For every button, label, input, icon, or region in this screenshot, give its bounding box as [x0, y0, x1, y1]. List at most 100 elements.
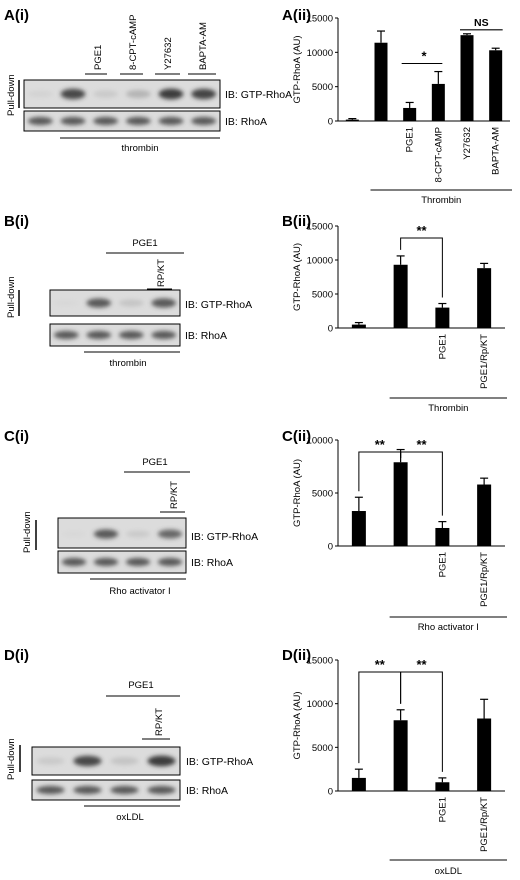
y-axis-label: GTP-RhoA (AU): [292, 691, 303, 759]
y-tick-label: 5000: [312, 743, 333, 754]
category-label: PGE1/Rp/KT: [479, 797, 490, 852]
bands-b-top: [53, 298, 177, 308]
group-label: Thrombin: [428, 403, 468, 414]
blot-band: [60, 116, 86, 126]
panel-b-chart-label: B(ii): [282, 213, 311, 230]
y-tick-label: 15000: [307, 656, 333, 667]
panel-a-chart-label: A(ii): [282, 7, 311, 24]
bar: [393, 462, 408, 546]
blot-band: [110, 757, 139, 765]
blot-band: [61, 531, 87, 537]
ib-gtp-rhoa-d: IB: GTP-RhoA: [186, 756, 253, 768]
significance-bracket: [400, 237, 443, 298]
panel-d-blot-label: D(i): [4, 647, 29, 664]
blot-band: [157, 529, 183, 539]
bar: [435, 527, 450, 546]
blot-band: [147, 785, 176, 795]
panel-b-blot: B(i) PGE1 RP/KT Pull-down IB: GTP-RhoA I…: [4, 213, 252, 369]
lane-header-8cpt: 8-CPT-cAMP: [128, 15, 139, 70]
lane-header-rpkt-d: RP/KT: [154, 708, 165, 736]
group-header-pge1-b: PGE1: [132, 238, 157, 249]
significance-bracket: [400, 451, 443, 516]
panel-a-blot-label: A(i): [4, 7, 29, 24]
blot-strip-rhoa-d: [31, 779, 181, 801]
group-label: Thrombin: [421, 195, 461, 206]
bands-c-bottom: [61, 557, 183, 567]
ib-gtp-rhoa-c: IB: GTP-RhoA: [191, 531, 258, 543]
bar: [351, 777, 366, 791]
ib-rhoa-a: IB: RhoA: [225, 116, 267, 128]
pulldown-label-a: Pull-down: [6, 74, 17, 116]
panel-a-blot: A(i) PGE1 8-CPT-cAMP Y27632 BAPTA-AM Pul…: [4, 7, 292, 154]
y-tick-label: 5000: [312, 489, 333, 500]
group-header-pge1-c: PGE1: [142, 457, 167, 468]
ib-gtp-rhoa-a: IB: GTP-RhoA: [225, 89, 292, 101]
y-tick-label: 0: [328, 324, 333, 335]
blot-band: [27, 116, 53, 126]
category-label: PGE1: [405, 127, 416, 152]
group-label: Rho activator I: [418, 622, 479, 633]
bar: [435, 782, 450, 791]
panel-c-blot: C(i) PGE1 RP/KT Pull-down IB: GTP-RhoA I…: [4, 428, 258, 597]
category-label: PGE1/Rp/KT: [479, 552, 490, 607]
blot-band: [36, 757, 65, 765]
blot-band: [147, 755, 176, 767]
ib-rhoa-b: IB: RhoA: [185, 330, 227, 342]
bar: [435, 307, 450, 328]
bar: [393, 720, 408, 791]
blot-band: [73, 785, 102, 795]
category-label: Y27632: [462, 127, 473, 160]
treatment-label-b: thrombin: [110, 358, 147, 369]
significance-label: **: [416, 223, 427, 238]
bar: [351, 511, 366, 546]
y-tick-label: 10000: [307, 48, 333, 59]
blot-band: [93, 529, 119, 539]
bar: [374, 42, 388, 121]
bar: [403, 107, 417, 121]
panel-d-chart-label: D(ii): [282, 647, 311, 664]
blot-strip-rhoa-a: [23, 110, 221, 132]
pulldown-label-d: Pull-down: [6, 738, 17, 780]
y-tick-label: 0: [328, 542, 333, 553]
bands-d-top: [36, 755, 176, 767]
bar: [477, 268, 492, 328]
y-axis-label: GTP-RhoA (AU): [292, 35, 303, 103]
y-tick-label: 10000: [307, 436, 333, 447]
bands-b-bottom: [53, 330, 177, 340]
blot-band: [73, 755, 102, 767]
blot-band: [60, 88, 86, 100]
blot-strip-rhoa-b: [49, 323, 181, 347]
bands-d-bottom: [36, 785, 176, 795]
blot-band: [151, 330, 177, 340]
bar: [477, 718, 492, 791]
blot-band: [191, 116, 217, 126]
blot-band: [93, 116, 119, 126]
group-label: oxLDL: [435, 866, 462, 877]
bar: [393, 264, 408, 328]
category-label: PGE1: [437, 552, 448, 577]
blot-band: [125, 89, 151, 99]
significance-bracket: [400, 671, 443, 772]
bar: [431, 83, 445, 121]
blot-band: [157, 557, 183, 567]
bar: [345, 119, 359, 121]
treatment-label-a: thrombin: [122, 143, 159, 154]
treatment-label-d: oxLDL: [116, 812, 143, 823]
y-tick-label: 15000: [307, 222, 333, 233]
blot-band: [61, 557, 87, 567]
significance-label: **: [375, 657, 386, 672]
ib-rhoa-d: IB: RhoA: [186, 785, 228, 797]
y-tick-label: 15000: [307, 14, 333, 25]
panel-c-blot-label: C(i): [4, 428, 29, 445]
bands-a-top: [27, 88, 217, 100]
blot-band: [86, 298, 112, 308]
y-tick-label: 5000: [312, 82, 333, 93]
panel-b-blot-label: B(i): [4, 213, 29, 230]
blot-band: [158, 116, 184, 126]
ib-rhoa-c: IB: RhoA: [191, 557, 233, 569]
y-tick-label: 10000: [307, 256, 333, 267]
chart-c-ii: 0 5000 10000 GTP-RhoA (AU) PGE1 PGE1/Rp/KT Rho…: [292, 436, 507, 633]
blot-band: [118, 330, 144, 340]
y-tick-label: 0: [328, 117, 333, 128]
